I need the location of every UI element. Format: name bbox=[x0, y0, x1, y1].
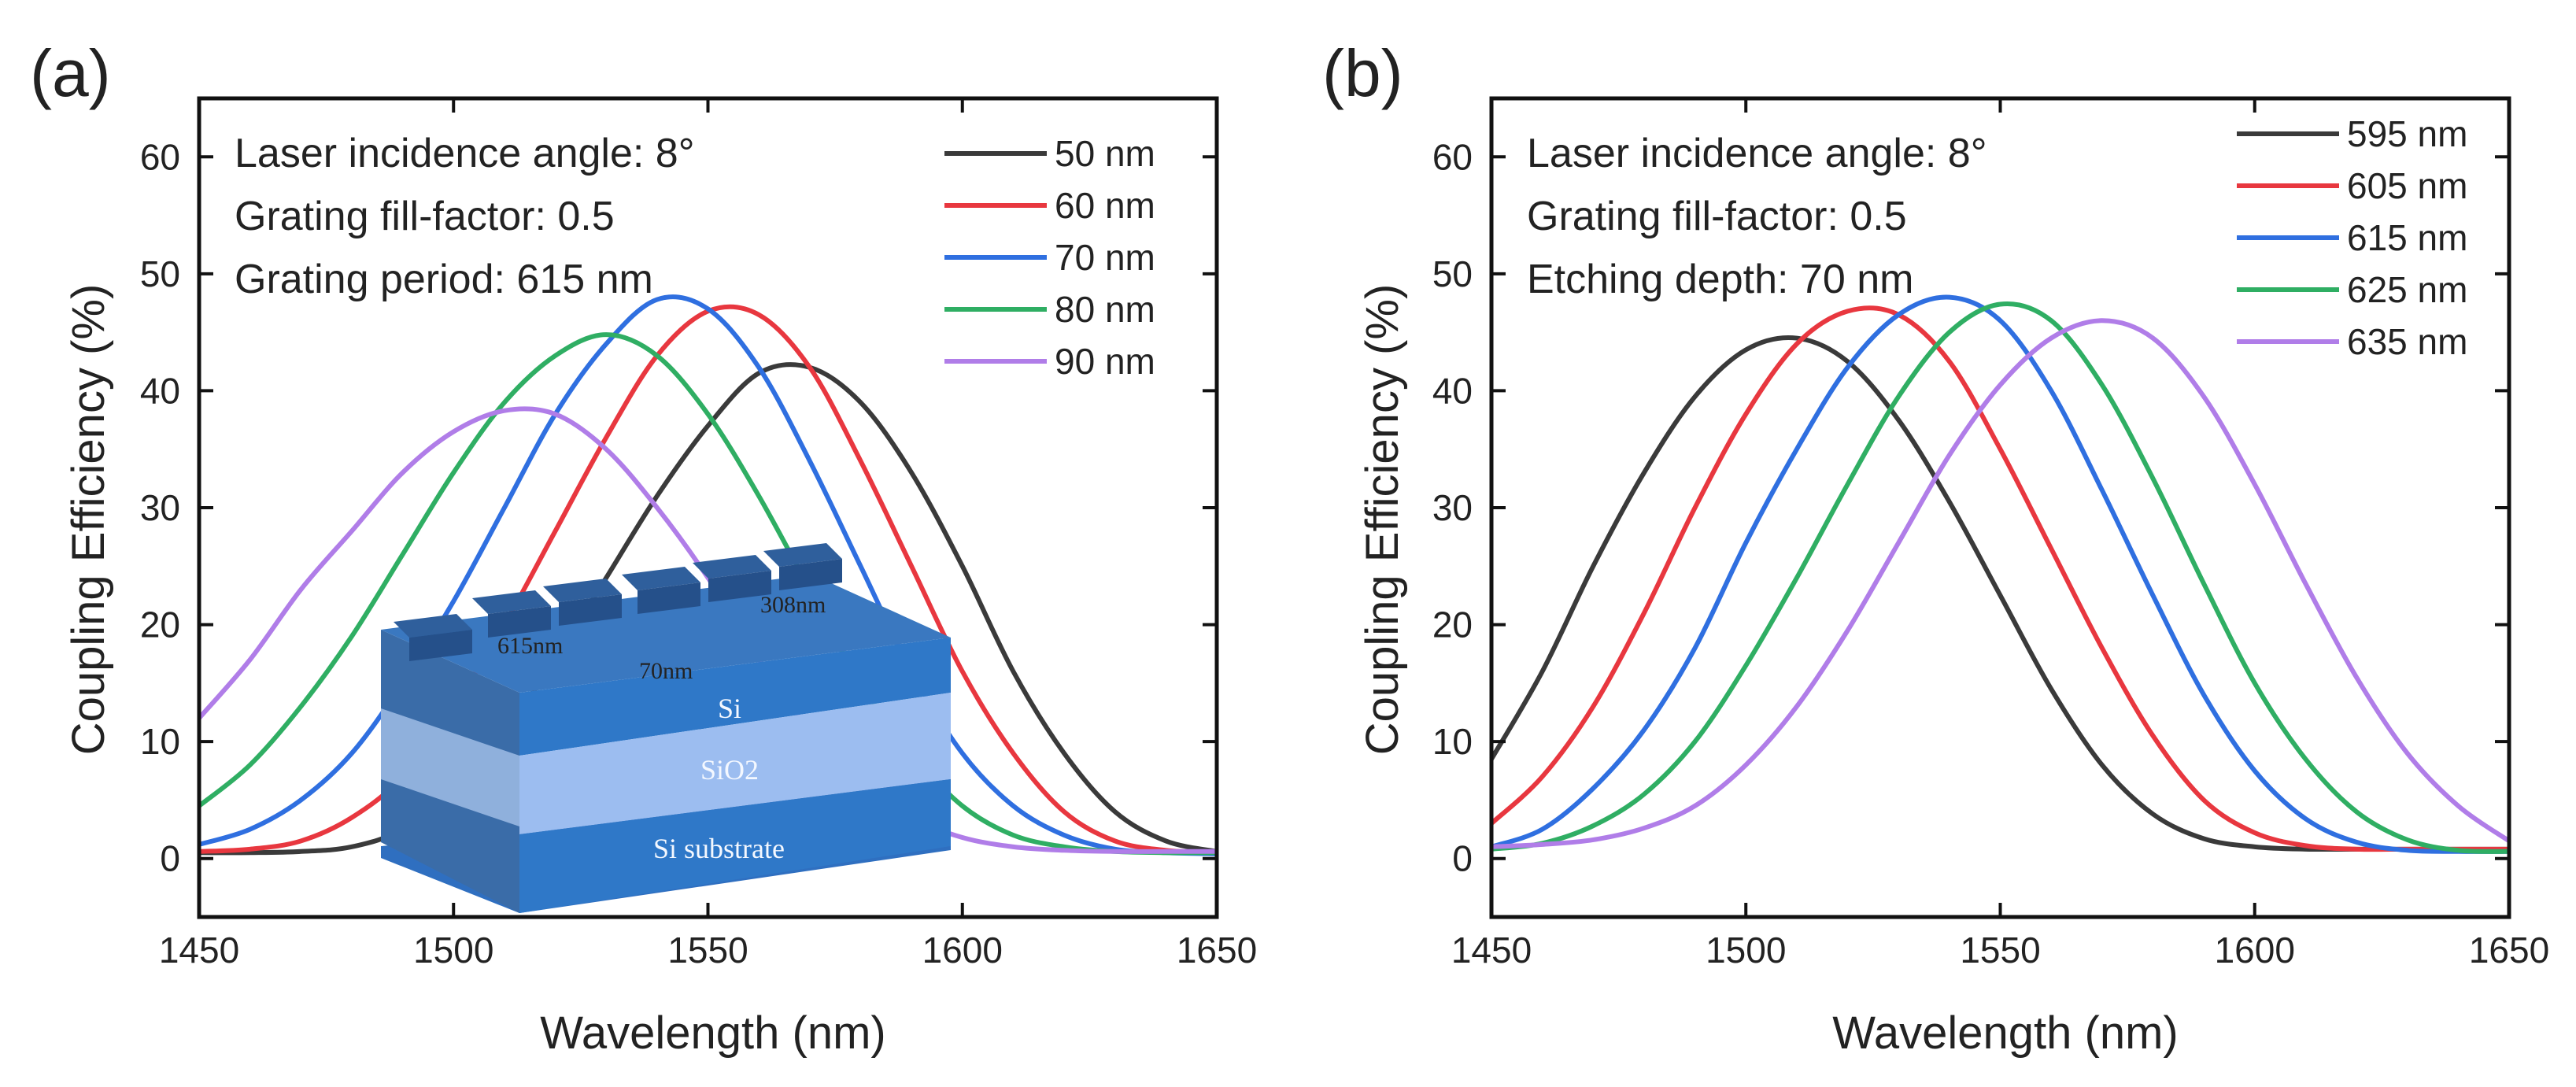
panel-label: (a) bbox=[30, 36, 111, 110]
y-axis-label: Coupling Efficiency (%) bbox=[1357, 284, 1408, 756]
x-axis-label: Wavelength (nm) bbox=[1832, 1008, 2178, 1059]
plot-area: 1450 1500 1550 1600 1650 0 10 20 30 40 50 60 bbox=[1432, 96, 2549, 971]
legend: 50 nm 60 nm 70 nm 80 nm 90 nm bbox=[944, 133, 1155, 382]
annotation-line: Laser incidence angle: 8° bbox=[235, 131, 695, 176]
y-tick-label: 20 bbox=[140, 605, 180, 645]
annotation-line: Grating period: 615 nm bbox=[235, 257, 653, 302]
grating-schematic-inset: 615nm 70nm 308nm Si SiO2 Si substrate bbox=[381, 543, 951, 913]
y-tick-label: 40 bbox=[140, 370, 180, 411]
series-line-595-nm bbox=[1489, 335, 2509, 852]
series-line-615-nm bbox=[1491, 294, 2510, 854]
y-tick-label: 10 bbox=[1432, 721, 1473, 762]
x-tick-label: 1650 bbox=[2469, 930, 2549, 971]
x-tick-label: 1600 bbox=[922, 930, 1003, 971]
annotations: Laser incidence angle: 8° Grating fill-f… bbox=[235, 131, 695, 302]
width-label: 308nm bbox=[760, 592, 826, 618]
x-tick-label: 1450 bbox=[1451, 930, 1532, 971]
inset-top-face bbox=[381, 575, 951, 693]
series-line-80-nm bbox=[198, 332, 1218, 856]
y-tick-label: 60 bbox=[1432, 136, 1473, 177]
legend-label: 80 nm bbox=[1055, 289, 1155, 330]
panel-a: (a) 1450 1500 1550 1600 1650 0 10 20 30 40 50 60 La… bbox=[30, 36, 1257, 1059]
legend-label: 90 nm bbox=[1055, 341, 1155, 382]
x-tick-label: 1500 bbox=[413, 930, 493, 971]
legend-label: 50 nm bbox=[1055, 133, 1155, 174]
x-axis-label: Wavelength (nm) bbox=[540, 1008, 885, 1059]
x-tick-label: 1550 bbox=[667, 930, 748, 971]
annotation-line: Etching depth: 70 nm bbox=[1527, 257, 1913, 302]
panel-b: (b) 1450 1500 1550 1600 1650 0 10 20 30 40 50 60 La… bbox=[1322, 36, 2549, 1059]
series-line-605-nm bbox=[1489, 305, 2509, 852]
series-line-625-nm bbox=[1491, 301, 2510, 854]
si-layer bbox=[519, 638, 951, 756]
x-tick-label: 1650 bbox=[1177, 930, 1257, 971]
grating-teeth bbox=[394, 543, 842, 638]
x-tick-label: 1450 bbox=[159, 930, 239, 971]
y-tick-label: 50 bbox=[1432, 253, 1473, 294]
annotations: Laser incidence angle: 8° Grating fill-f… bbox=[1527, 131, 1987, 302]
y-tick-label: 0 bbox=[160, 838, 180, 879]
legend-label: 615 nm bbox=[2347, 217, 2467, 258]
y-tick-label: 50 bbox=[140, 253, 180, 294]
annotation-line: Laser incidence angle: 8° bbox=[1527, 131, 1987, 176]
legend: 595 nm 605 nm 615 nm 625 nm 635 nm bbox=[2237, 113, 2467, 362]
panel-label: (b) bbox=[1322, 36, 1403, 110]
annotation-line: Grating fill-factor: 0.5 bbox=[1527, 194, 1907, 239]
legend-label: 605 nm bbox=[2347, 165, 2467, 206]
y-tick-label: 20 bbox=[1432, 605, 1473, 645]
y-tick-label: 0 bbox=[1452, 838, 1473, 879]
y-axis-label: Coupling Efficiency (%) bbox=[63, 284, 114, 756]
series-line-635-nm bbox=[1491, 318, 2511, 849]
depth-label: 70nm bbox=[639, 658, 693, 684]
si-substrate-label: Si substrate bbox=[653, 833, 785, 864]
annotation-line: Grating fill-factor: 0.5 bbox=[235, 194, 615, 239]
y-tick-label: 60 bbox=[140, 136, 180, 177]
y-tick-label: 30 bbox=[140, 487, 180, 528]
legend-label: 60 nm bbox=[1055, 185, 1155, 226]
y-tick-label: 40 bbox=[1432, 370, 1473, 411]
legend-label: 595 nm bbox=[2347, 113, 2467, 154]
legend-label: 635 nm bbox=[2347, 321, 2467, 362]
y-tick-label: 30 bbox=[1432, 487, 1473, 528]
legend-label: 625 nm bbox=[2347, 269, 2467, 310]
x-tick-label: 1500 bbox=[1706, 930, 1786, 971]
sio2-layer bbox=[519, 693, 951, 834]
x-tick-label: 1600 bbox=[2215, 930, 2295, 971]
period-label: 615nm bbox=[497, 633, 563, 659]
sio2-layer-label: SiO2 bbox=[700, 754, 759, 786]
si-layer-label: Si bbox=[718, 693, 741, 724]
y-tick-label: 10 bbox=[140, 721, 180, 762]
legend-label: 70 nm bbox=[1055, 237, 1155, 278]
x-tick-label: 1550 bbox=[1960, 930, 2040, 971]
